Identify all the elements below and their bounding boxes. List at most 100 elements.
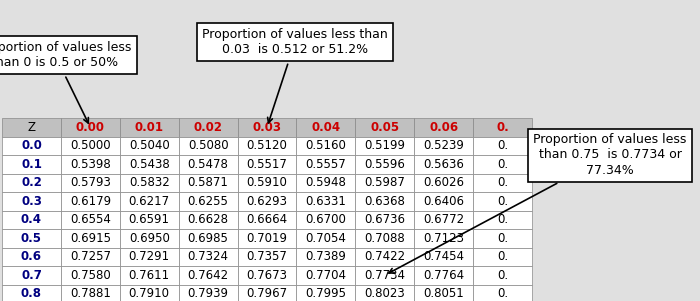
Text: 0.: 0.: [497, 287, 508, 300]
Bar: [414, 284, 473, 301]
Text: 0.5120: 0.5120: [246, 139, 288, 152]
Text: 0.7123: 0.7123: [424, 232, 464, 245]
Bar: [61, 192, 120, 210]
Bar: [2, 192, 61, 210]
Bar: [356, 173, 414, 192]
Text: 0.6406: 0.6406: [424, 195, 464, 208]
Bar: [178, 284, 237, 301]
Text: 0.7357: 0.7357: [246, 250, 288, 263]
Bar: [473, 155, 532, 173]
Text: 0.3: 0.3: [21, 195, 42, 208]
Text: 0.: 0.: [497, 232, 508, 245]
Text: 0.7734: 0.7734: [364, 269, 405, 282]
Bar: [120, 155, 178, 173]
Text: 0.7324: 0.7324: [188, 250, 229, 263]
Bar: [414, 192, 473, 210]
Bar: [2, 284, 61, 301]
Bar: [120, 173, 178, 192]
Text: 0.7088: 0.7088: [365, 232, 405, 245]
Text: 0.7019: 0.7019: [246, 232, 288, 245]
Text: 0.7967: 0.7967: [246, 287, 288, 300]
Bar: [296, 229, 356, 247]
Text: 0.6915: 0.6915: [70, 232, 111, 245]
Text: 0.5793: 0.5793: [70, 176, 111, 189]
Text: 0.6: 0.6: [21, 250, 42, 263]
Text: 0.7422: 0.7422: [364, 250, 405, 263]
Bar: [237, 266, 296, 284]
Text: 0.5596: 0.5596: [364, 158, 405, 171]
Text: 0.7054: 0.7054: [305, 232, 346, 245]
Bar: [2, 155, 61, 173]
Bar: [120, 284, 178, 301]
Text: 0.0: 0.0: [21, 139, 42, 152]
Bar: [2, 173, 61, 192]
Bar: [61, 155, 120, 173]
Text: 0.7291: 0.7291: [129, 250, 170, 263]
Bar: [473, 284, 532, 301]
Bar: [473, 210, 532, 229]
Text: 0.: 0.: [497, 158, 508, 171]
Text: 0.7389: 0.7389: [305, 250, 346, 263]
Bar: [356, 118, 414, 136]
Bar: [473, 118, 532, 136]
Bar: [414, 210, 473, 229]
Bar: [61, 266, 120, 284]
Text: 0.5199: 0.5199: [364, 139, 405, 152]
Text: 0.5478: 0.5478: [188, 158, 228, 171]
Text: 0.6628: 0.6628: [188, 213, 229, 226]
Bar: [61, 210, 120, 229]
Text: 0.7881: 0.7881: [70, 287, 111, 300]
Bar: [356, 284, 414, 301]
Bar: [120, 266, 178, 284]
Bar: [61, 229, 120, 247]
Bar: [414, 247, 473, 266]
Text: 0.7257: 0.7257: [70, 250, 111, 263]
Text: 0.5040: 0.5040: [129, 139, 169, 152]
Text: 0.5160: 0.5160: [305, 139, 346, 152]
Bar: [356, 155, 414, 173]
Text: 0.1: 0.1: [21, 158, 42, 171]
Bar: [120, 136, 178, 155]
Text: 0.: 0.: [497, 250, 508, 263]
Text: 0.6293: 0.6293: [246, 195, 288, 208]
Bar: [473, 266, 532, 284]
Text: 0.6736: 0.6736: [364, 213, 405, 226]
Bar: [61, 247, 120, 266]
Text: 0.7642: 0.7642: [188, 269, 229, 282]
Bar: [414, 118, 473, 136]
Bar: [61, 118, 120, 136]
Bar: [414, 173, 473, 192]
Bar: [237, 118, 296, 136]
Bar: [178, 155, 237, 173]
Bar: [2, 229, 61, 247]
Bar: [296, 118, 356, 136]
Text: 0.6217: 0.6217: [129, 195, 170, 208]
Text: Proportion of values less than
0.03  is 0.512 or 51.2%: Proportion of values less than 0.03 is 0…: [202, 28, 388, 123]
Bar: [296, 210, 356, 229]
Text: 0.7995: 0.7995: [305, 287, 346, 300]
Bar: [237, 284, 296, 301]
Bar: [61, 284, 120, 301]
Text: 0.: 0.: [497, 139, 508, 152]
Text: 0.4: 0.4: [21, 213, 42, 226]
Bar: [356, 229, 414, 247]
Bar: [2, 118, 61, 136]
Text: 0.5636: 0.5636: [424, 158, 464, 171]
Text: 0.00: 0.00: [76, 121, 105, 134]
Bar: [61, 136, 120, 155]
Text: 0.5: 0.5: [21, 232, 42, 245]
Text: 0.5832: 0.5832: [129, 176, 169, 189]
Bar: [296, 284, 356, 301]
Bar: [356, 210, 414, 229]
Text: 0.7611: 0.7611: [129, 269, 170, 282]
Text: 0.7939: 0.7939: [188, 287, 229, 300]
Text: 0.5910: 0.5910: [246, 176, 288, 189]
Bar: [296, 173, 356, 192]
Bar: [237, 136, 296, 155]
Text: 0.5438: 0.5438: [129, 158, 169, 171]
Bar: [356, 247, 414, 266]
Text: Proportion of values less
than 0 is 0.5 or 50%: Proportion of values less than 0 is 0.5 …: [0, 41, 132, 123]
Bar: [356, 136, 414, 155]
Text: 0.6255: 0.6255: [188, 195, 228, 208]
Bar: [296, 155, 356, 173]
